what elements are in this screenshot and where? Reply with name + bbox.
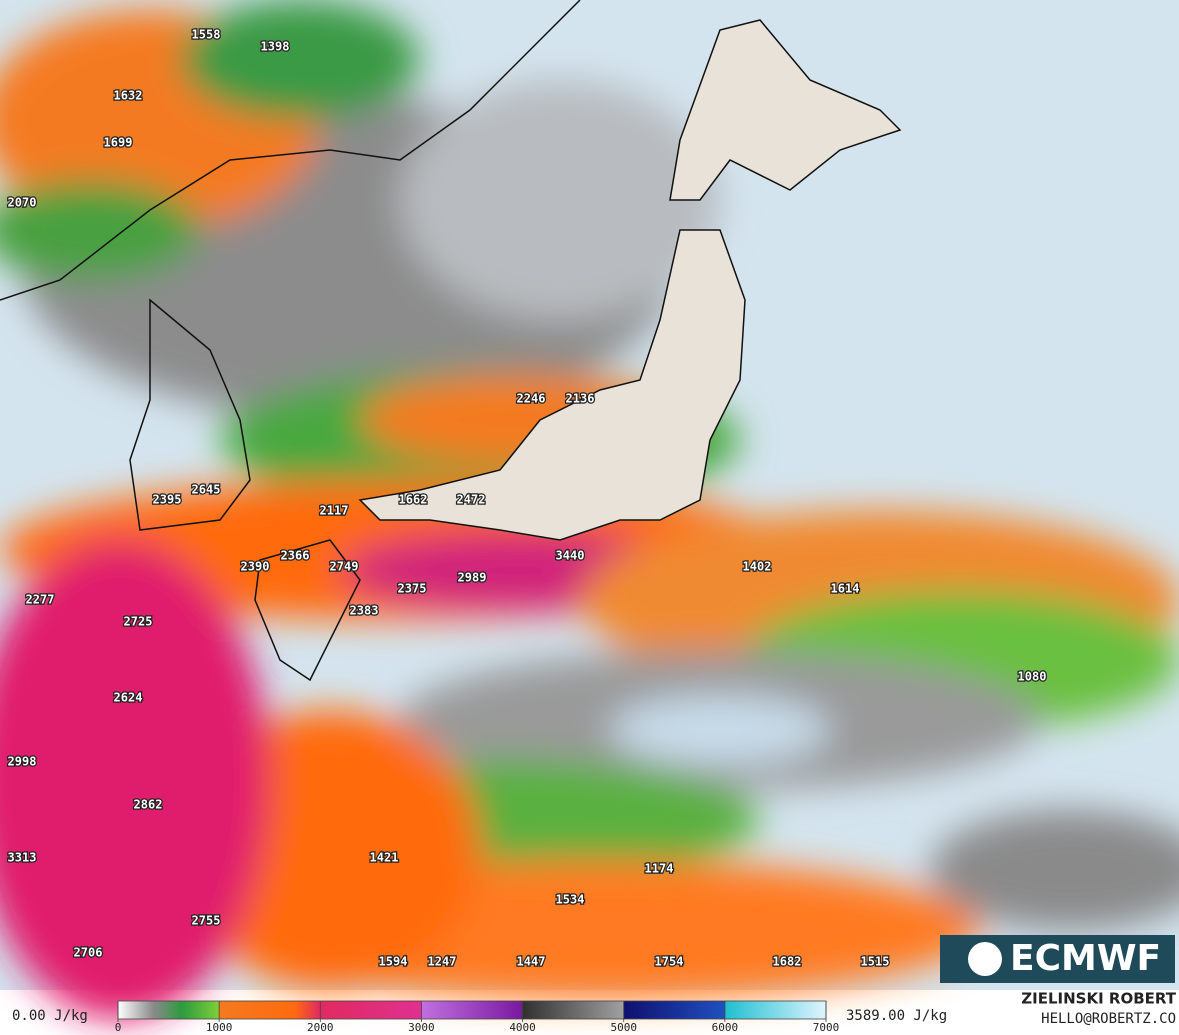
colorbar-tick-label: 7000 — [813, 1021, 840, 1034]
value-label: 1614 — [831, 582, 860, 596]
value-label: 3313 — [8, 851, 37, 865]
value-label: 1174 — [645, 862, 674, 876]
value-label: 3440 — [556, 549, 585, 563]
colorbar-max: 3589.00 J/kg — [846, 1008, 947, 1024]
value-label: 2989 — [458, 571, 487, 585]
value-label: 1699 — [104, 136, 133, 150]
value-label: 1662 — [399, 493, 428, 507]
value-label: 2472 — [457, 493, 486, 507]
value-label: 1447 — [517, 955, 546, 969]
value-label: 1594 — [379, 955, 408, 969]
value-label: 1080 — [1018, 670, 1047, 684]
colorbar-tick-label: 2000 — [307, 1021, 334, 1034]
colorbar-tick-label: 0 — [115, 1021, 122, 1034]
value-label: 2755 — [192, 914, 221, 928]
value-label: 2383 — [350, 604, 379, 618]
value-label: 2136 — [566, 392, 595, 406]
colorbar-tick-label: 6000 — [712, 1021, 739, 1034]
value-label: 1558 — [192, 28, 221, 42]
value-label: 1534 — [556, 893, 585, 907]
value-label: 1754 — [655, 955, 684, 969]
value-label: 2246 — [517, 392, 546, 406]
logo-text: ECMWF — [1010, 938, 1161, 979]
colorbar-tick-label: 4000 — [509, 1021, 536, 1034]
value-label: 1247 — [428, 955, 457, 969]
value-label: 2117 — [320, 504, 349, 518]
value-label: 2366 — [281, 549, 310, 563]
value-label: 2998 — [8, 755, 37, 769]
value-label: 1515 — [861, 955, 890, 969]
value-label: 2624 — [114, 691, 143, 705]
colorbar-tick-label: 3000 — [408, 1021, 435, 1034]
value-label: 1682 — [773, 955, 802, 969]
value-label: 2070 — [8, 196, 37, 210]
value-label: 1632 — [114, 89, 143, 103]
colorbar-tick-label: 5000 — [610, 1021, 637, 1034]
colorbar-min: 0.00 J/kg — [12, 1008, 88, 1024]
credit-name: ZIELINSKI ROBERT — [1021, 990, 1176, 1008]
value-label: 2390 — [241, 560, 270, 574]
value-label: 1398 — [261, 40, 290, 54]
logo-box: ECMWF — [940, 935, 1175, 983]
value-label: 1421 — [370, 851, 399, 865]
value-label: 2862 — [134, 798, 163, 812]
value-label: 2749 — [330, 560, 359, 574]
value-label: 2725 — [124, 615, 153, 629]
colorbar — [117, 1000, 827, 1020]
value-label: 2277 — [26, 593, 55, 607]
value-label: 2645 — [192, 483, 221, 497]
credit-contact: HELLO@ROBERTZ.CO — [1041, 1011, 1176, 1027]
colorbar-tick-label: 1000 — [206, 1021, 233, 1034]
value-label: 2375 — [398, 582, 427, 596]
value-label: 2706 — [74, 946, 103, 960]
value-label: 1402 — [743, 560, 772, 574]
value-label: 2395 — [153, 493, 182, 507]
